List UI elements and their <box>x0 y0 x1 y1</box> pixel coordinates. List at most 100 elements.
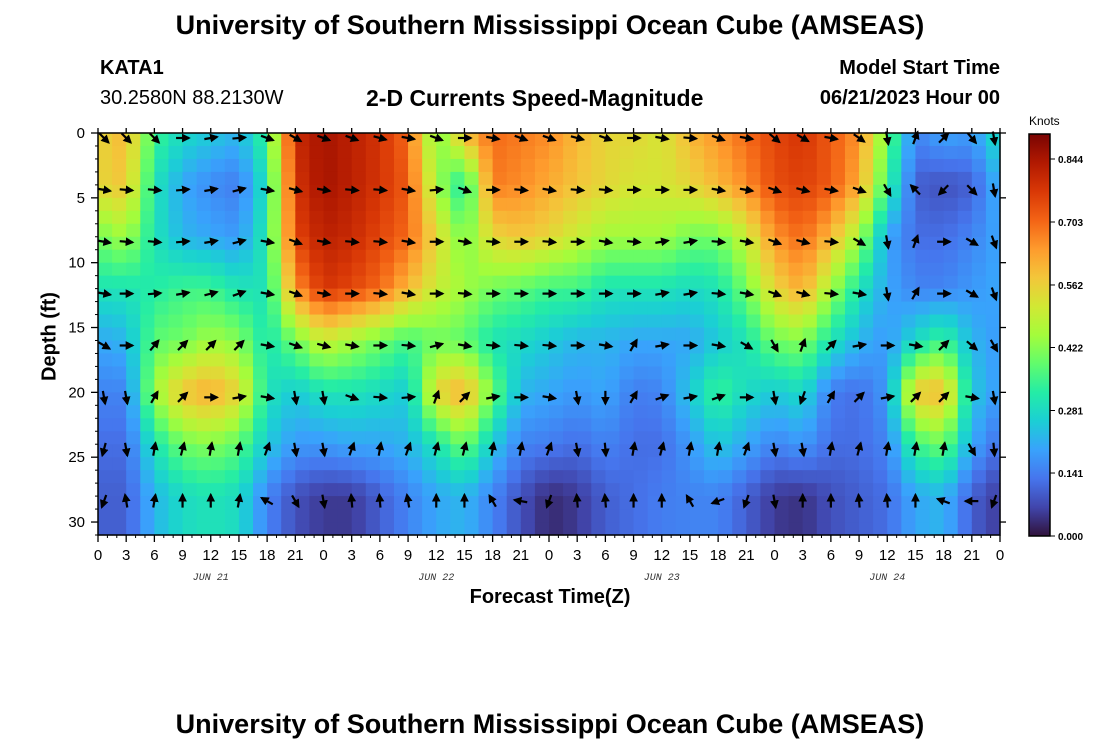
heatmap-cell <box>450 236 466 251</box>
heatmap-cell <box>661 236 677 251</box>
heatmap-cell <box>393 392 409 406</box>
heatmap-cell <box>506 262 522 277</box>
heatmap-cell <box>238 522 254 536</box>
heatmap-cell <box>830 145 846 160</box>
heatmap-cell <box>633 133 649 147</box>
heatmap-cell <box>760 405 776 419</box>
heatmap-cell <box>732 418 747 432</box>
current-arrow <box>175 185 191 195</box>
heatmap-cell <box>746 184 761 199</box>
current-arrow <box>990 494 999 509</box>
heatmap-cell <box>549 366 564 380</box>
heatmap-cell <box>182 353 198 368</box>
y-tick-label: 5 <box>77 190 85 207</box>
current-arrow <box>966 340 979 351</box>
heatmap-cell <box>295 392 310 406</box>
heatmap-cell <box>943 223 959 238</box>
heatmap-cell <box>859 314 874 329</box>
heatmap-cell <box>224 288 240 303</box>
current-arrow <box>989 390 999 406</box>
heatmap-cell <box>732 236 747 251</box>
heatmap-cell <box>492 288 508 303</box>
heatmap-cell <box>267 314 282 329</box>
current-arrow <box>626 237 642 247</box>
heatmap-cell <box>408 184 423 199</box>
heatmap-cell <box>196 223 212 238</box>
heatmap-cell <box>450 379 466 393</box>
heatmap-cell <box>337 366 353 380</box>
current-arrow <box>486 341 501 350</box>
heatmap-cell <box>112 366 127 380</box>
heatmap-cell <box>464 301 480 316</box>
heatmap-cell <box>816 158 832 173</box>
heatmap-cell <box>873 366 888 380</box>
heatmap-cell <box>577 379 592 393</box>
heatmap-cell <box>464 210 480 225</box>
heatmap-cell <box>224 249 240 264</box>
heatmap-cell <box>98 314 113 329</box>
heatmap-cell <box>337 483 353 497</box>
x-tick-label: 21 <box>512 547 529 564</box>
heatmap-cell <box>971 223 987 238</box>
heatmap-cell <box>492 249 508 264</box>
heatmap-cell <box>943 483 959 497</box>
x-tick-label: 6 <box>376 547 384 564</box>
heatmap-cell <box>943 379 959 393</box>
current-arrow <box>429 133 445 142</box>
heatmap-cell <box>718 327 733 342</box>
heatmap-cell <box>577 210 592 225</box>
heatmap-cell <box>98 223 113 238</box>
heatmap-cell <box>788 496 804 510</box>
heatmap-cell <box>478 171 494 186</box>
current-arrow <box>178 441 187 456</box>
x-tick-label: 12 <box>879 547 896 564</box>
heatmap-cell <box>238 496 254 510</box>
heatmap-cell <box>253 210 268 225</box>
heatmap-cell <box>140 184 155 199</box>
current-arrow <box>516 441 526 456</box>
heatmap-cell <box>887 444 902 458</box>
current-arrow <box>598 237 614 246</box>
heatmap-cell <box>675 470 691 484</box>
heatmap-cell <box>943 444 959 458</box>
heatmap-cell <box>929 483 945 497</box>
heatmap-cell <box>281 171 296 186</box>
heatmap-cell <box>464 509 480 523</box>
heatmap-cell <box>605 314 621 329</box>
heatmap-cell <box>929 366 945 380</box>
heatmap-cell <box>816 197 832 212</box>
heatmap-cell <box>210 158 226 173</box>
heatmap-cell <box>323 145 339 160</box>
heatmap-cell <box>422 288 437 303</box>
heatmap-cell <box>478 133 494 147</box>
heatmap-cell <box>633 431 649 445</box>
heatmap-cell <box>224 353 240 368</box>
heatmap-cell <box>760 314 776 329</box>
heatmap-cell <box>492 483 508 497</box>
y-tick-label: 0 <box>77 125 85 142</box>
heatmap-cell <box>732 275 747 290</box>
heatmap-cell <box>196 431 212 445</box>
heatmap-cell <box>281 236 296 251</box>
heatmap-cell <box>154 327 170 342</box>
heatmap-cell <box>704 379 719 393</box>
current-arrow <box>375 492 385 508</box>
heatmap-cell <box>408 133 423 147</box>
heatmap-cell <box>619 275 635 290</box>
heatmap-cell <box>337 184 353 199</box>
heatmap-cell <box>844 158 860 173</box>
heatmap-cell <box>675 366 691 380</box>
current-arrow <box>512 496 528 506</box>
heatmap-cell <box>873 327 888 342</box>
heatmap-cell <box>859 457 874 471</box>
heatmap-cell <box>281 223 296 238</box>
heatmap-cell <box>633 158 649 173</box>
heatmap-cell <box>337 171 353 186</box>
heatmap-cell <box>605 522 621 536</box>
heatmap-cell <box>140 418 155 432</box>
heatmap-cell <box>393 340 409 355</box>
heatmap-cell <box>126 418 141 432</box>
heatmap-cell <box>393 184 409 199</box>
current-arrow <box>232 133 248 143</box>
heatmap-cell <box>450 158 466 173</box>
